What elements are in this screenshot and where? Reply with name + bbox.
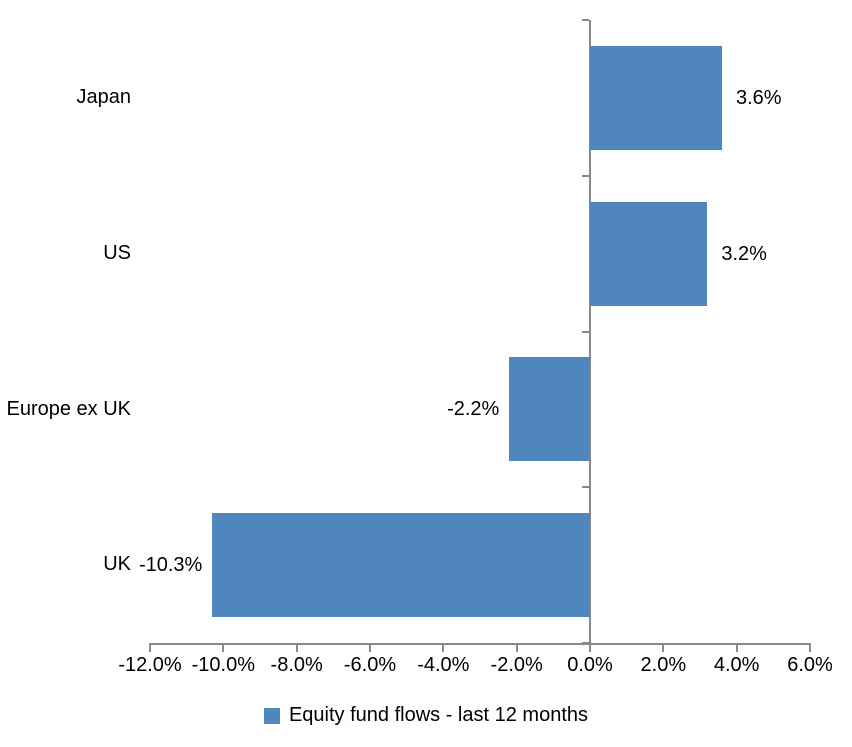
category-label: US bbox=[103, 241, 131, 264]
y-axis-tick bbox=[582, 175, 589, 177]
x-axis-tick bbox=[442, 643, 445, 652]
x-axis-tick bbox=[295, 643, 298, 652]
bar-uk bbox=[212, 513, 590, 617]
zero-axis-line bbox=[589, 20, 591, 652]
x-axis-tick-label: -4.0% bbox=[417, 654, 470, 676]
category-label: UK bbox=[103, 553, 131, 576]
y-axis-tick bbox=[582, 331, 589, 333]
x-axis-tick-label: -12.0% bbox=[118, 654, 182, 676]
bar-us bbox=[590, 202, 708, 306]
x-axis-tick bbox=[662, 643, 665, 652]
x-axis-tick-label: 2.0% bbox=[640, 654, 687, 676]
category-label: Japan bbox=[76, 86, 132, 108]
data-label: 3.2% bbox=[721, 243, 767, 265]
x-axis-tick bbox=[809, 643, 811, 652]
x-axis-tick-label: -2.0% bbox=[490, 654, 543, 676]
data-label: -2.2% bbox=[447, 398, 500, 420]
data-label: 3.6% bbox=[736, 87, 782, 109]
x-axis-tick-label: 6.0% bbox=[787, 654, 833, 676]
x-axis-tick bbox=[515, 643, 518, 652]
x-axis-tick-label: -8.0% bbox=[270, 654, 323, 676]
x-axis-tick-label: 4.0% bbox=[713, 654, 760, 676]
legend: Equity fund flows - last 12 months bbox=[0, 704, 852, 727]
y-axis-tick bbox=[582, 486, 589, 488]
bar-japan bbox=[590, 46, 722, 150]
x-axis-tick-label: 0.0% bbox=[567, 654, 613, 676]
x-axis-tick bbox=[149, 643, 151, 652]
category-label: Europe ex UK bbox=[6, 397, 131, 420]
x-axis-tick bbox=[735, 643, 738, 652]
x-axis-tick-label: -10.0% bbox=[191, 654, 256, 676]
x-axis-line bbox=[150, 643, 810, 645]
x-axis-tick-label: -6.0% bbox=[343, 654, 397, 676]
legend-swatch-icon bbox=[263, 707, 280, 724]
y-axis-tick bbox=[582, 642, 589, 644]
bar-europe-ex-uk bbox=[509, 357, 590, 461]
data-label: -10.3% bbox=[138, 554, 203, 576]
x-axis-tick bbox=[369, 643, 371, 652]
x-axis-tick bbox=[222, 643, 225, 652]
y-axis-tick bbox=[582, 19, 589, 21]
legend-label: Equity fund flows - last 12 months bbox=[288, 704, 589, 726]
